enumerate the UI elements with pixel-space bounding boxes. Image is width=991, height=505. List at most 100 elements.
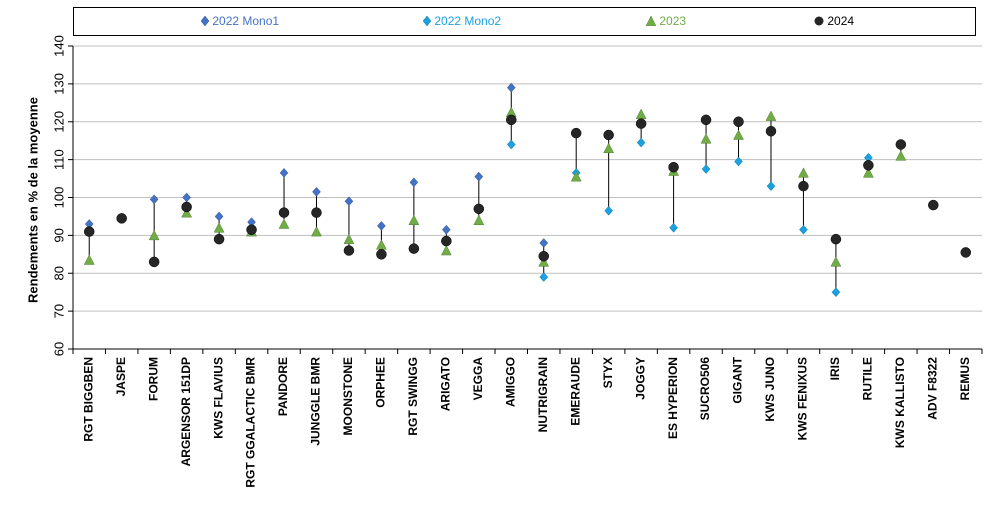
gridlines — [73, 46, 982, 311]
marker-2024 — [701, 115, 711, 125]
x-tick-label: ARGENSOR 151DP — [179, 357, 193, 466]
y-tick-label: 140 — [51, 35, 66, 57]
legend-item-3: 2024 — [814, 14, 854, 28]
axes — [68, 46, 982, 354]
marker-2024 — [84, 227, 94, 237]
x-tick-label: KWS JUNO — [763, 357, 777, 422]
data-markers — [84, 83, 971, 297]
marker-2022-mono2 — [540, 273, 548, 282]
marker-2022-mono1 — [410, 178, 418, 187]
x-tick-label: KWS KALLISTO — [893, 357, 907, 448]
y-tick-label: 120 — [51, 111, 66, 133]
marker-2023 — [474, 215, 484, 225]
marker-2022-mono1 — [475, 172, 483, 181]
marker-2022-mono1 — [540, 238, 548, 247]
legend-marker-circle — [815, 17, 824, 26]
marker-2024 — [798, 181, 808, 191]
marker-2024 — [669, 162, 679, 172]
marker-2024 — [441, 236, 451, 246]
marker-2024 — [571, 128, 581, 138]
marker-2023 — [409, 215, 419, 225]
y-tick-label: 90 — [51, 228, 66, 242]
marker-2022-mono1 — [345, 197, 353, 206]
marker-2024 — [961, 247, 971, 257]
marker-2024 — [409, 244, 419, 254]
marker-2022-mono1 — [215, 212, 223, 221]
legend-item-0: 2022 Mono1 — [201, 14, 279, 28]
marker-2022-mono1 — [183, 193, 191, 202]
x-tick-label: NUTRIGRAIN — [536, 357, 550, 432]
y-tick-label: 110 — [51, 149, 66, 170]
marker-2023 — [734, 130, 744, 140]
marker-2024 — [604, 130, 614, 140]
marker-2022-mono2 — [799, 225, 807, 234]
marker-2023 — [636, 109, 646, 119]
marker-2023 — [896, 151, 906, 161]
legend: 2022 Mono1 2022 Mono2 2023 2024 — [73, 7, 976, 36]
marker-2024 — [279, 208, 289, 218]
legend-label: 2023 — [659, 14, 686, 28]
x-tick-label: KWS FLAVIUS — [211, 357, 225, 439]
marker-2022-mono2 — [670, 223, 678, 232]
x-tick-label: STYX — [601, 357, 615, 388]
x-tick-label: IRIS — [828, 357, 842, 380]
x-tick-label: REMUS — [958, 357, 972, 400]
x-tick-label: ORPHEE — [374, 357, 388, 408]
x-tick-label: KWS FENIXUS — [796, 357, 810, 440]
x-tick-label: RUTILE — [861, 357, 875, 400]
marker-2024 — [831, 234, 841, 244]
x-tick-label: RGT GGALACTIC BMR — [244, 357, 258, 488]
x-tick-label: ARIGATO — [439, 357, 453, 411]
marker-2023 — [604, 143, 614, 153]
marker-2024 — [636, 119, 646, 129]
x-tick-label: SUCRO506 — [698, 357, 712, 421]
marker-2024 — [928, 200, 938, 210]
marker-2023 — [214, 223, 224, 233]
marker-2024 — [117, 213, 127, 223]
marker-2023 — [701, 134, 711, 144]
legend-item-2: 2023 — [646, 14, 686, 28]
marker-2022-mono2 — [735, 157, 743, 166]
marker-2022-mono1 — [507, 83, 515, 92]
marker-2024 — [376, 249, 386, 259]
marker-2024 — [506, 115, 516, 125]
marker-2022-mono1 — [377, 221, 385, 230]
marker-2023 — [279, 219, 289, 229]
x-tick-label: RGT BIGGBEN — [81, 357, 95, 442]
legend-item-1: 2022 Mono2 — [423, 14, 501, 28]
x-tick-label: ADV F8322 — [925, 357, 939, 420]
marker-2024 — [539, 251, 549, 261]
y-tick-label: 80 — [51, 266, 66, 280]
marker-2024 — [344, 246, 354, 256]
legend-marker-diamond — [201, 16, 209, 26]
x-tick-label: VEGGA — [471, 357, 485, 401]
marker-2024 — [182, 202, 192, 212]
marker-2022-mono1 — [312, 187, 320, 196]
marker-2023 — [441, 246, 451, 256]
range-lines — [89, 88, 901, 293]
marker-2024 — [247, 225, 257, 235]
marker-2023 — [311, 227, 321, 237]
marker-2024 — [311, 208, 321, 218]
marker-2023 — [831, 257, 841, 267]
marker-2022-mono2 — [605, 206, 613, 215]
marker-2024 — [896, 139, 906, 149]
x-tick-label: AMIGGO — [503, 357, 517, 407]
x-tick-label: ES HYPERION — [666, 357, 680, 439]
legend-label: 2022 Mono2 — [434, 14, 501, 28]
marker-2023 — [376, 240, 386, 250]
marker-2023 — [798, 168, 808, 178]
x-tick-label: FORUM — [146, 357, 160, 401]
x-tick-label: JOGGY — [633, 357, 647, 400]
y-tick-label: 60 — [51, 342, 66, 356]
x-tick-label: MOONSTONE — [341, 357, 355, 435]
marker-2023 — [84, 255, 94, 265]
x-tick-label: EMERAUDE — [568, 357, 582, 426]
marker-2022-mono2 — [702, 165, 710, 174]
marker-2023 — [766, 111, 776, 121]
marker-2024 — [474, 204, 484, 214]
legend-marker-triangle — [646, 16, 656, 26]
y-tick-label: 100 — [51, 187, 66, 209]
x-tick-label: RGT SWINGG — [406, 357, 420, 436]
y-axis-title: Rendements en % de la moyenne — [26, 97, 41, 303]
